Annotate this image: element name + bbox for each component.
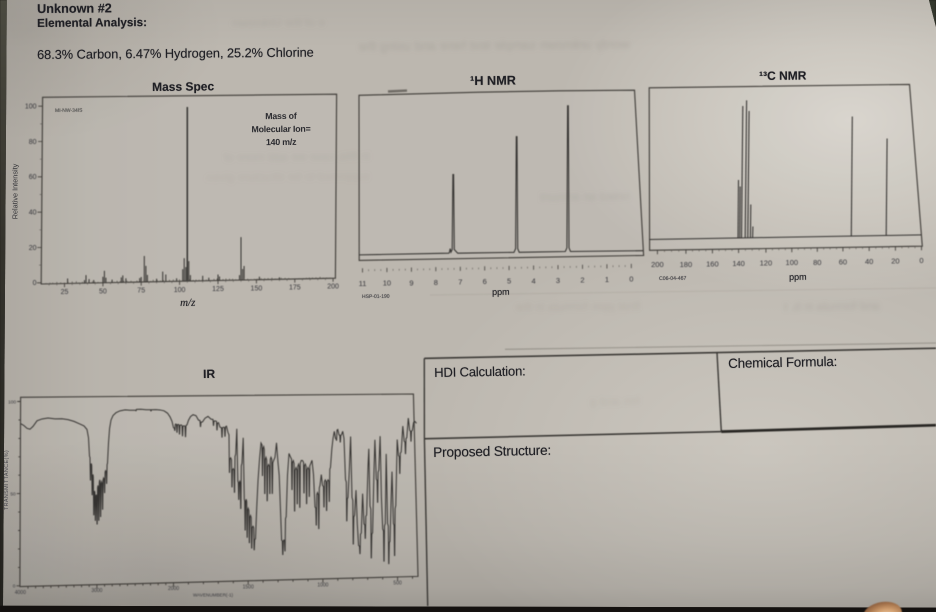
svg-text:100: 100	[174, 287, 186, 294]
svg-text:200: 200	[327, 284, 339, 291]
svg-text:175: 175	[289, 285, 301, 292]
svg-text:25: 25	[61, 289, 69, 296]
svg-text:40: 40	[865, 257, 873, 266]
svg-text:80: 80	[813, 258, 821, 267]
svg-text:9: 9	[409, 278, 413, 287]
svg-text:100: 100	[8, 399, 16, 405]
svg-text:80: 80	[29, 139, 37, 146]
svg-text:60: 60	[839, 257, 847, 266]
svg-text:11: 11	[359, 279, 367, 288]
svg-text:20: 20	[29, 245, 37, 252]
svg-text:0: 0	[919, 256, 923, 265]
svg-text:60: 60	[29, 174, 37, 181]
svg-text:2000: 2000	[168, 586, 179, 592]
svg-text:1500: 1500	[243, 584, 254, 590]
svg-text:50: 50	[10, 491, 16, 497]
svg-text:20: 20	[891, 257, 899, 266]
svg-text:1000: 1000	[317, 582, 328, 588]
svg-text:150: 150	[251, 285, 263, 292]
svg-text:0: 0	[629, 275, 633, 284]
svg-text:125: 125	[212, 286, 224, 293]
svg-text:200: 200	[651, 260, 664, 269]
svg-text:4: 4	[532, 276, 536, 285]
svg-text:1: 1	[605, 275, 609, 284]
svg-text:4000: 4000	[15, 590, 26, 596]
svg-text:40: 40	[29, 210, 37, 217]
svg-text:3: 3	[556, 276, 560, 285]
svg-text:160: 160	[706, 259, 719, 268]
svg-text:5: 5	[507, 277, 511, 286]
svg-text:180: 180	[680, 260, 693, 269]
svg-text:3000: 3000	[91, 588, 102, 594]
svg-text:6: 6	[483, 277, 487, 286]
svg-text:8: 8	[434, 278, 438, 287]
svg-text:100: 100	[25, 104, 37, 111]
svg-text:120: 120	[760, 259, 773, 268]
svg-text:0: 0	[13, 584, 16, 590]
svg-text:0: 0	[33, 280, 37, 287]
svg-text:50: 50	[99, 288, 107, 295]
svg-text:500: 500	[393, 580, 402, 586]
svg-text:75: 75	[137, 288, 145, 295]
svg-text:WAVENUMBER(-1): WAVENUMBER(-1)	[193, 593, 234, 598]
svg-text:7: 7	[458, 278, 462, 287]
svg-text:140: 140	[732, 259, 745, 268]
svg-text:10: 10	[383, 279, 391, 288]
svg-text:2: 2	[580, 276, 584, 285]
svg-text:100: 100	[786, 258, 799, 267]
